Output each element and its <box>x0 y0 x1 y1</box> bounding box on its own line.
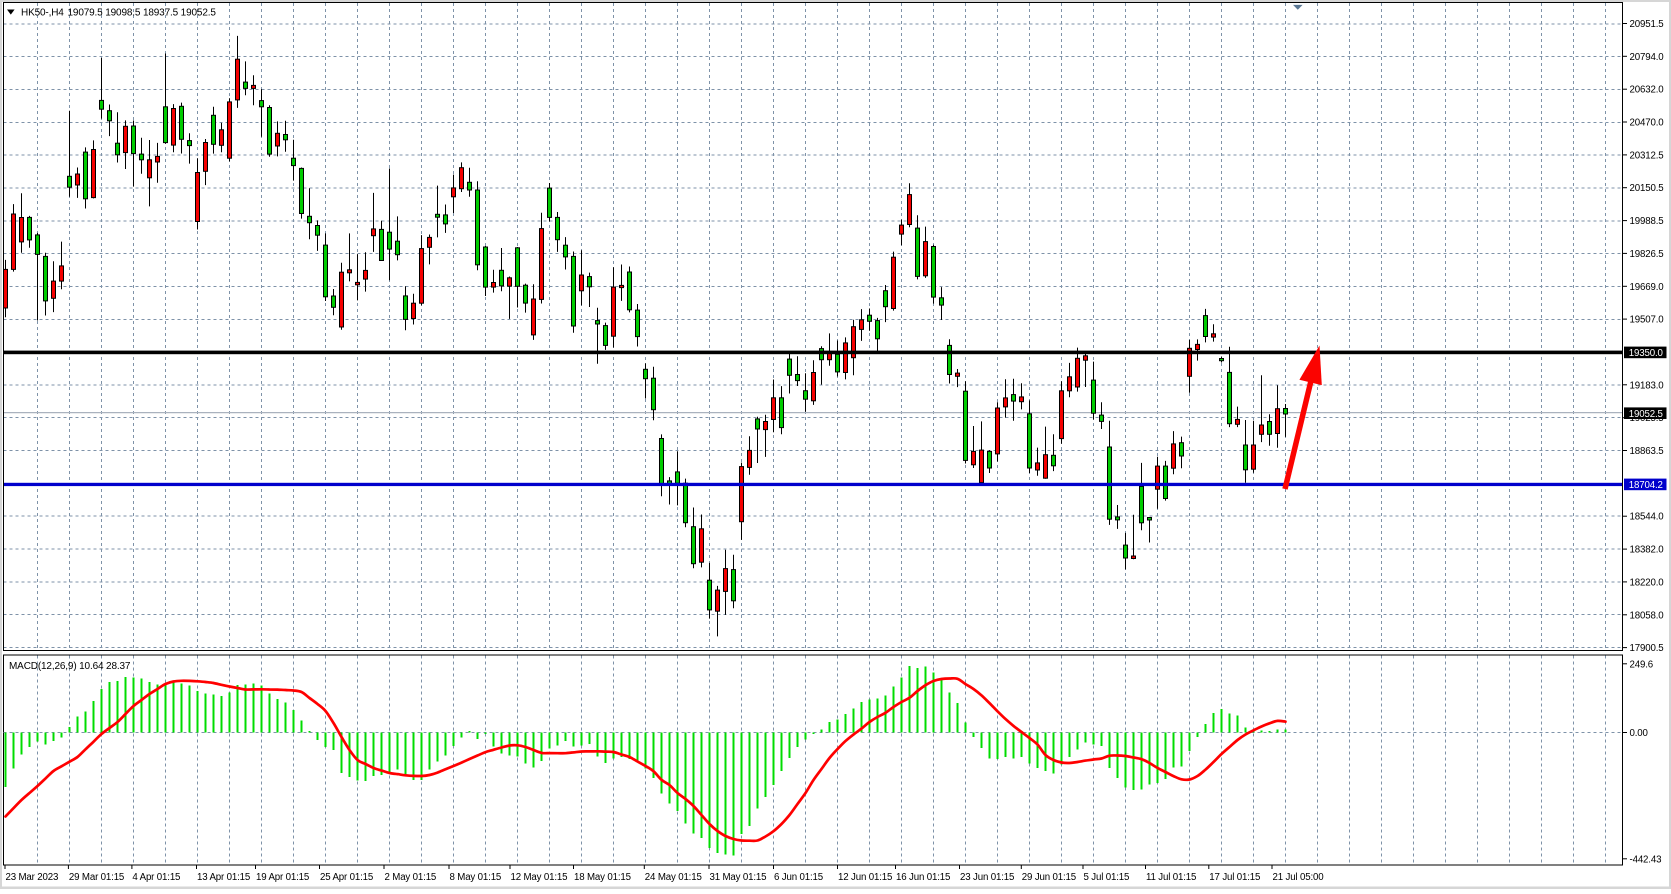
svg-text:19826.5: 19826.5 <box>1630 249 1664 260</box>
svg-text:19507.0: 19507.0 <box>1630 315 1665 326</box>
svg-text:18220.0: 18220.0 <box>1630 577 1665 588</box>
svg-text:25 Apr 01:15: 25 Apr 01:15 <box>320 872 373 883</box>
svg-text:21 Jul 05:00: 21 Jul 05:00 <box>1273 872 1325 883</box>
svg-text:13 Apr 01:15: 13 Apr 01:15 <box>197 872 250 883</box>
svg-text:18544.0: 18544.0 <box>1630 512 1665 523</box>
svg-text:19183.0: 19183.0 <box>1630 380 1665 391</box>
svg-text:23 Mar 2023: 23 Mar 2023 <box>6 872 59 883</box>
svg-text:18704.2: 18704.2 <box>1629 480 1663 491</box>
svg-text:18382.0: 18382.0 <box>1630 545 1665 556</box>
svg-text:19052.5: 19052.5 <box>1629 409 1663 420</box>
svg-text:31 May 01:15: 31 May 01:15 <box>710 872 767 883</box>
svg-text:17900.5: 17900.5 <box>1630 643 1664 654</box>
svg-text:12 Jun 01:15: 12 Jun 01:15 <box>838 872 892 883</box>
svg-text:19 Apr 01:15: 19 Apr 01:15 <box>256 872 309 883</box>
svg-text:16 Jun 01:15: 16 Jun 01:15 <box>896 872 950 883</box>
svg-text:6 Jun 01:15: 6 Jun 01:15 <box>774 872 823 883</box>
svg-text:19079.5 19098.5 18937.5 19052.: 19079.5 19098.5 18937.5 19052.5 <box>68 7 217 18</box>
svg-text:20632.0: 20632.0 <box>1630 85 1665 96</box>
svg-text:5 Jul 01:15: 5 Jul 01:15 <box>1084 872 1130 883</box>
svg-text:29 Mar 01:15: 29 Mar 01:15 <box>69 872 124 883</box>
svg-text:23 Jun 01:15: 23 Jun 01:15 <box>960 872 1014 883</box>
svg-text:17 Jul 01:15: 17 Jul 01:15 <box>1209 872 1260 883</box>
svg-text:11 Jul 01:15: 11 Jul 01:15 <box>1146 872 1196 883</box>
svg-text:249.6: 249.6 <box>1630 659 1654 670</box>
svg-text:8 May 01:15: 8 May 01:15 <box>450 872 502 883</box>
svg-text:-442.43: -442.43 <box>1630 854 1662 865</box>
svg-text:20150.5: 20150.5 <box>1630 183 1664 194</box>
svg-text:29 Jun 01:15: 29 Jun 01:15 <box>1022 872 1076 883</box>
svg-text:HK50-,H4: HK50-,H4 <box>21 7 64 18</box>
svg-text:18058.0: 18058.0 <box>1630 610 1665 621</box>
svg-text:19988.5: 19988.5 <box>1630 216 1664 227</box>
svg-text:20794.0: 20794.0 <box>1630 52 1665 63</box>
svg-text:2 May 01:15: 2 May 01:15 <box>385 872 437 883</box>
svg-text:18863.5: 18863.5 <box>1630 446 1664 457</box>
svg-text:4 Apr 01:15: 4 Apr 01:15 <box>132 872 180 883</box>
svg-text:20470.0: 20470.0 <box>1630 118 1665 129</box>
svg-text:18 May 01:15: 18 May 01:15 <box>574 872 631 883</box>
svg-text:24 May 01:15: 24 May 01:15 <box>645 872 702 883</box>
svg-text:20951.5: 20951.5 <box>1630 19 1664 30</box>
svg-text:20312.5: 20312.5 <box>1630 150 1664 161</box>
svg-text:MACD(12,26,9) 10.64 28.37: MACD(12,26,9) 10.64 28.37 <box>9 661 131 672</box>
svg-text:19669.0: 19669.0 <box>1630 282 1665 293</box>
svg-text:12 May 01:15: 12 May 01:15 <box>511 872 568 883</box>
svg-text:19350.0: 19350.0 <box>1629 348 1664 359</box>
svg-text:0.00: 0.00 <box>1630 728 1649 739</box>
